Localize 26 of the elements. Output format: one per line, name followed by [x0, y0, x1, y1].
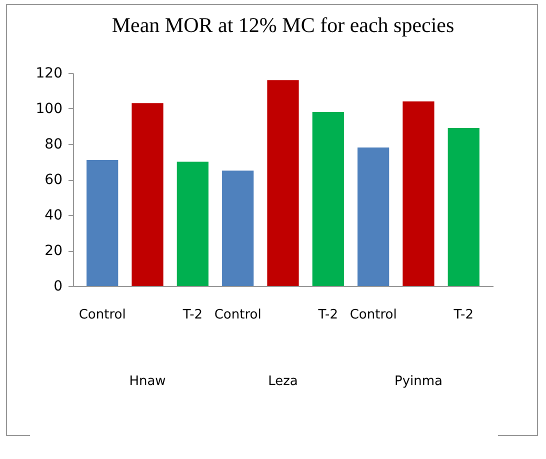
y-tick-label: 20 [44, 243, 62, 259]
y-tick-label: 80 [44, 136, 62, 152]
x-tick-label: T-2 [452, 308, 474, 322]
bar [86, 160, 118, 286]
y-tick-label: 40 [44, 208, 62, 224]
bar [358, 148, 390, 286]
text: Leza [268, 374, 298, 389]
y-tick-label: 0 [54, 278, 62, 294]
bar [132, 103, 164, 286]
y-tick-label: 100 [36, 101, 62, 117]
chart-title: Mean MOR at 12% MC for each species [112, 13, 454, 37]
bar [402, 101, 434, 286]
y-tick-label: 120 [36, 66, 62, 82]
x-tick-label: Control [350, 308, 397, 322]
bar [267, 80, 299, 286]
text: Pyinma [394, 374, 442, 389]
x-tick-label: Control [78, 308, 126, 322]
x-tick-label: T-2 [317, 308, 338, 322]
bar [312, 112, 344, 286]
text: Hnaw [129, 374, 166, 389]
x-tick-label: Control [214, 308, 262, 322]
bar [448, 128, 480, 286]
bar [222, 170, 254, 286]
bar [176, 162, 208, 286]
x-tick-label: T-2 [182, 308, 203, 322]
y-tick-label: 60 [44, 172, 62, 188]
